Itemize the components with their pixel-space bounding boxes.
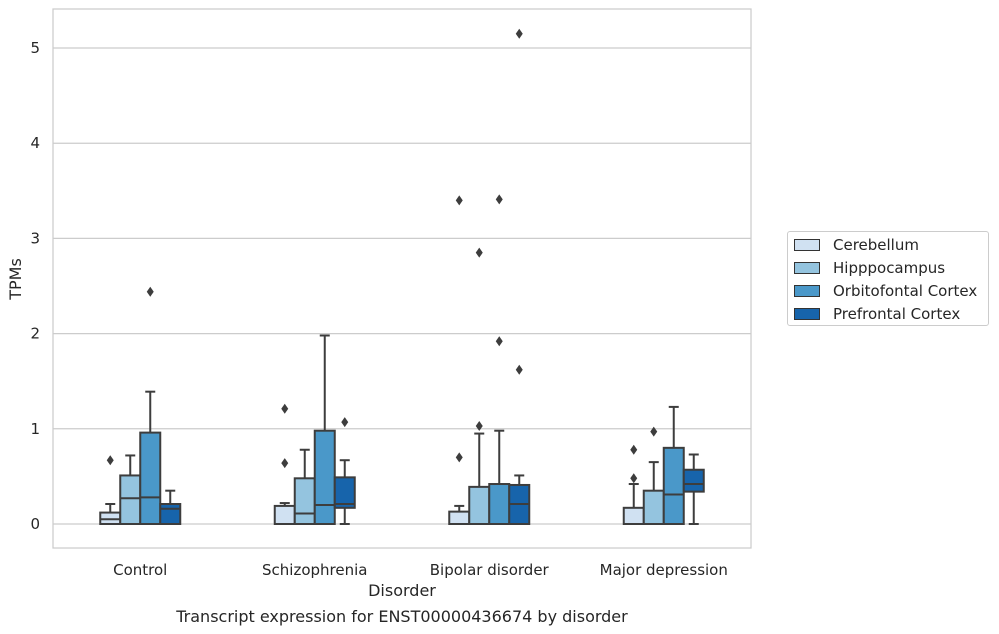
y-tick-labels: 0 1 2 3 4 5 (30, 39, 40, 533)
x-tick-labels: Control Schizophrenia Bipolar disorder Majo… (113, 561, 728, 579)
legend-label: Hipppocampus (833, 259, 946, 277)
box-hipppocampus (119, 454, 142, 525)
y-axis-label: TPMs (6, 258, 25, 301)
legend-item: Orbitofontal Cortex (794, 281, 977, 301)
outlier-point (475, 247, 483, 258)
box-cerebellum (448, 195, 471, 525)
box-body (682, 468, 705, 493)
outlier-point (146, 286, 154, 297)
box-body (333, 476, 356, 509)
box-orbitofontal-cortex (313, 334, 336, 526)
box-orbitofontal-cortex (662, 405, 685, 525)
outlier-point (281, 403, 289, 414)
box-orbitofontal-cortex (488, 194, 511, 525)
box-cerebellum (273, 403, 296, 525)
box-cerebellum (622, 444, 645, 526)
box-body (622, 506, 645, 526)
box-hipppocampus (468, 247, 491, 526)
outlier-point (106, 455, 114, 466)
box-body (488, 483, 511, 525)
box-series-group (99, 28, 705, 526)
legend-swatch (794, 285, 820, 297)
legend-swatch (794, 308, 820, 320)
box-body (119, 474, 142, 525)
outlier-point (475, 420, 483, 431)
legend: Cerebellum Hipppocampus Orbitofontal Corte… (787, 231, 989, 326)
chart-title: Transcript expression for ENST0000043667… (175, 607, 628, 626)
x-tick-label: Bipolar disorder (430, 561, 550, 579)
outlier-point (650, 426, 658, 437)
y-tick-label: 5 (30, 39, 40, 57)
outlier-point (455, 195, 463, 206)
box-prefrontal-cortex (159, 489, 182, 525)
box-body (468, 485, 491, 526)
box-hipppocampus (642, 426, 665, 525)
box-body (662, 446, 685, 525)
box-prefrontal-cortex (333, 417, 356, 525)
outlier-point (455, 452, 463, 463)
outlier-point (630, 444, 638, 455)
box-cerebellum (99, 455, 122, 525)
box-body (273, 504, 296, 525)
y-tick-label: 1 (30, 420, 40, 438)
box-prefrontal-cortex (682, 453, 705, 525)
outlier-point (515, 28, 523, 39)
y-tick-label: 4 (30, 134, 40, 152)
outlier-point (515, 364, 523, 375)
legend-item: Cerebellum (794, 235, 919, 255)
outlier-point (281, 458, 289, 469)
x-tick-label: Schizophrenia (262, 561, 367, 579)
box-prefrontal-cortex (508, 28, 531, 525)
legend-swatch (794, 239, 820, 251)
box-orbitofontal-cortex (139, 286, 162, 525)
legend-item: Hipppocampus (794, 258, 945, 278)
box-body (313, 429, 336, 526)
x-tick-label: Control (113, 561, 167, 579)
legend-swatch (794, 262, 820, 274)
box-hipppocampus (293, 448, 316, 525)
legend-label: Orbitofontal Cortex (833, 282, 978, 300)
outlier-point (495, 194, 503, 205)
x-tick-label: Major depression (600, 561, 728, 579)
box-body (293, 477, 316, 525)
outlier-point (341, 417, 349, 428)
x-axis-label: Disorder (368, 581, 436, 600)
box-body (159, 503, 182, 525)
y-tick-label: 2 (30, 325, 40, 343)
y-tick-label: 0 (30, 515, 40, 533)
box-body (642, 489, 665, 525)
legend-item: Prefrontal Cortex (794, 304, 960, 324)
outlier-point (495, 336, 503, 347)
outlier-point (630, 473, 638, 484)
legend-label: Prefrontal Cortex (833, 305, 961, 323)
box-body (139, 431, 162, 525)
legend-label: Cerebellum (833, 236, 919, 254)
plot-frame (52, 8, 752, 549)
y-tick-label: 3 (30, 229, 40, 247)
box-body (448, 510, 471, 525)
